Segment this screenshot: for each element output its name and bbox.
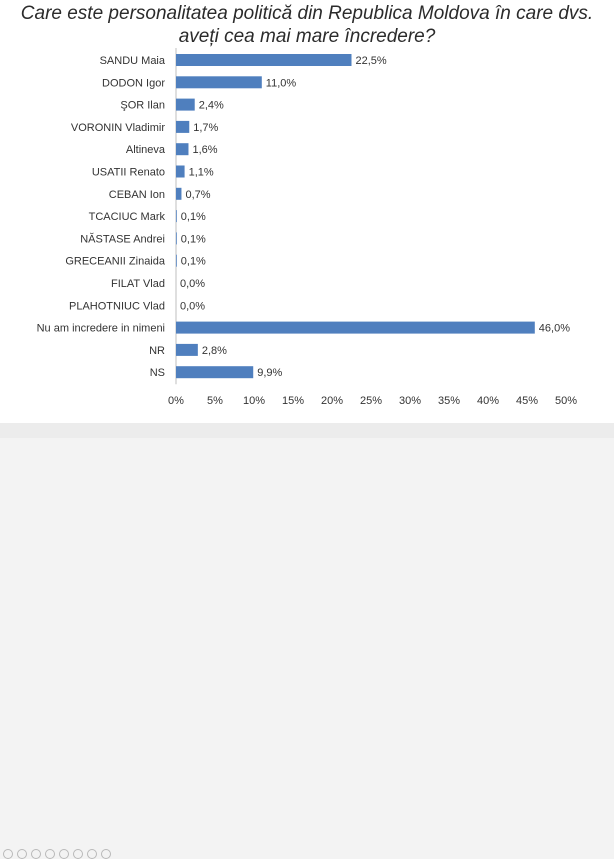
category-label: VORONIN Vladimir bbox=[71, 122, 165, 134]
category-label: Altineva bbox=[126, 144, 166, 156]
chart-title: Care este personalitatea politică din Re… bbox=[0, 2, 614, 48]
x-tick-label: 10% bbox=[243, 395, 265, 407]
control-icon[interactable] bbox=[3, 849, 13, 859]
category-label: NĂSTASE Andrei bbox=[80, 232, 165, 245]
control-icon[interactable] bbox=[17, 849, 27, 859]
x-tick-label: 50% bbox=[555, 395, 577, 407]
player-controls-bar bbox=[0, 423, 614, 859]
bar bbox=[176, 187, 182, 200]
data-label: 9,9% bbox=[257, 367, 282, 379]
control-icon[interactable] bbox=[45, 849, 55, 859]
bar bbox=[176, 343, 198, 356]
data-label: 0,1% bbox=[181, 233, 206, 245]
category-label: CEBAN Ion bbox=[109, 189, 165, 201]
control-icon[interactable] bbox=[73, 849, 83, 859]
bar bbox=[176, 254, 177, 267]
category-label: NS bbox=[150, 367, 165, 379]
control-icon[interactable] bbox=[101, 849, 111, 859]
category-label: DODON Igor bbox=[102, 77, 165, 89]
bar bbox=[176, 366, 254, 379]
data-label: 11,0% bbox=[266, 77, 297, 89]
category-label: GRECEANII Zinaida bbox=[65, 256, 166, 268]
x-tick-label: 40% bbox=[477, 395, 499, 407]
x-tick-label: 20% bbox=[321, 395, 343, 407]
x-tick-label: 25% bbox=[360, 395, 382, 407]
bar bbox=[176, 232, 177, 245]
category-label: Nu am incredere in nimeni bbox=[37, 323, 165, 335]
bar bbox=[176, 321, 535, 334]
x-tick-label: 35% bbox=[438, 395, 460, 407]
category-label: FILAT Vlad bbox=[111, 278, 165, 290]
category-label: TCACIUC Mark bbox=[89, 211, 166, 223]
data-label: 1,1% bbox=[189, 167, 214, 179]
bar bbox=[176, 165, 185, 178]
data-label: 0,1% bbox=[181, 211, 206, 223]
bar bbox=[176, 120, 190, 133]
control-icon[interactable] bbox=[59, 849, 69, 859]
control-icon[interactable] bbox=[87, 849, 97, 859]
control-icon[interactable] bbox=[31, 849, 41, 859]
data-label: 0,0% bbox=[180, 278, 205, 290]
x-tick-label: 0% bbox=[168, 395, 184, 407]
data-label: 2,4% bbox=[199, 100, 224, 112]
data-label: 0,0% bbox=[180, 300, 205, 312]
bar bbox=[176, 98, 195, 111]
chart-title-line-2: aveți cea mai mare încredere? bbox=[178, 26, 436, 47]
chart-title-line-1: Care este personalitatea politică din Re… bbox=[20, 3, 594, 24]
data-label: 1,7% bbox=[193, 122, 218, 134]
bar-chart: SANDU Maia 22,5% DODON Igor 11,0% ŞOR Ilan 2,… bbox=[37, 48, 577, 407]
category-label: PLAHOTNIUC Vlad bbox=[69, 300, 165, 312]
category-label: USATII Renato bbox=[92, 167, 165, 179]
category-label: NR bbox=[149, 345, 165, 357]
data-label: 1,6% bbox=[192, 144, 217, 156]
x-tick-label: 45% bbox=[516, 395, 538, 407]
chart-frame: Care este personalitatea politică din Re… bbox=[0, 0, 614, 438]
x-tick-label: 15% bbox=[282, 395, 304, 407]
x-tick-label: 30% bbox=[399, 395, 421, 407]
bar bbox=[176, 76, 262, 89]
bar bbox=[176, 210, 177, 223]
data-label: 22,5% bbox=[356, 55, 387, 67]
data-label: 0,1% bbox=[181, 256, 206, 268]
bar bbox=[176, 54, 352, 66]
data-label: 2,8% bbox=[202, 345, 227, 357]
data-label: 0,7% bbox=[185, 189, 210, 201]
category-label: SANDU Maia bbox=[100, 55, 166, 67]
x-tick-label: 5% bbox=[207, 395, 223, 407]
category-label: ŞOR Ilan bbox=[120, 100, 165, 112]
bar bbox=[176, 143, 189, 156]
data-label: 46,0% bbox=[539, 323, 570, 335]
